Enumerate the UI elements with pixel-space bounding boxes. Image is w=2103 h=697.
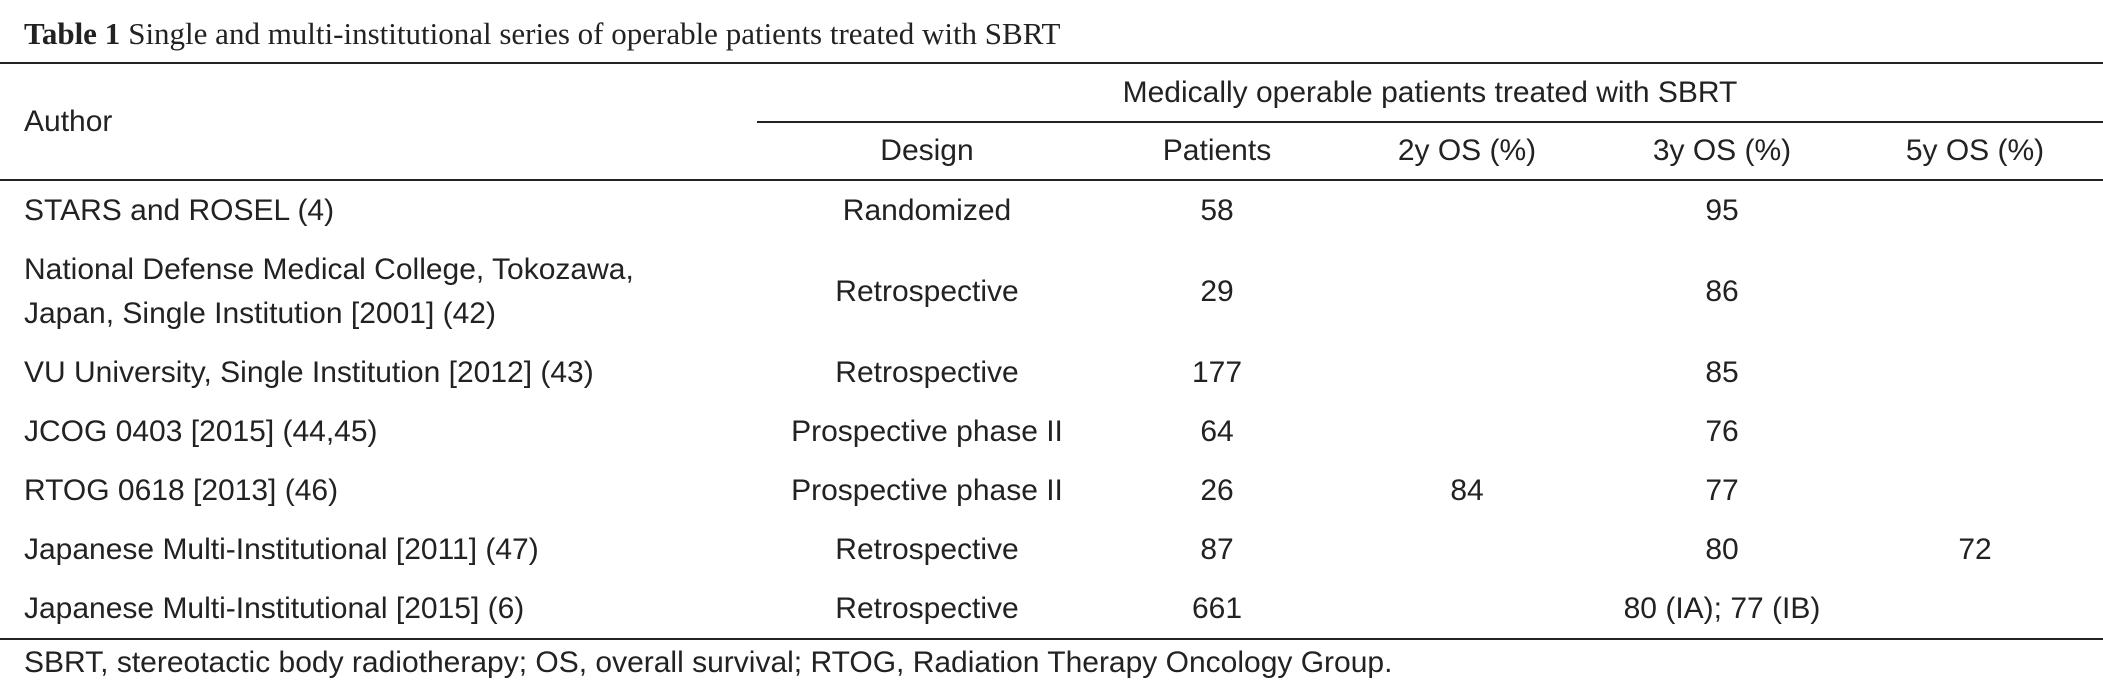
header-os3: 3y OS (%) <box>1652 134 1792 167</box>
cell-patients: 87 <box>1200 532 1234 566</box>
cell-os3: 80 (IA); 77 (IB) <box>1623 591 1821 625</box>
table-caption-label: Table 1 <box>24 16 121 51</box>
cell-author: National Defense Medical College, Tokoza… <box>0 240 757 343</box>
cell-os2 <box>1337 579 1597 639</box>
cell-os3: 76 <box>1705 414 1739 448</box>
cell-os3: 77 <box>1705 473 1739 507</box>
cell-author-line2: Japan, Single Institution [2001] (42) <box>24 296 496 330</box>
cell-patients: 661 <box>1191 591 1243 625</box>
cell-os5 <box>1847 240 2103 343</box>
cell-author: JCOG 0403 [2015] (44,45) <box>24 414 378 448</box>
cell-author: VU University, Single Institution [2012]… <box>24 355 594 389</box>
cell-design: Retrospective <box>835 591 1019 625</box>
cell-design: Prospective phase II <box>791 414 1063 448</box>
table-row: JCOG 0403 [2015] (44,45) Prospective pha… <box>0 402 2103 461</box>
cell-os5 <box>1847 180 2103 240</box>
cell-design: Retrospective <box>835 355 1019 389</box>
table-header: Author Medically operable patients treat… <box>0 63 2103 181</box>
cell-os2: 84 <box>1450 473 1484 507</box>
cell-design: Randomized <box>842 193 1012 227</box>
survival-table: Author Medically operable patients treat… <box>0 62 2103 640</box>
cell-patients: 29 <box>1200 274 1234 308</box>
cell-author: Japanese Multi-Institutional [2015] (6) <box>24 591 525 625</box>
cell-patients: 58 <box>1200 193 1234 227</box>
table-row: Japanese Multi-Institutional [2015] (6) … <box>0 579 2103 639</box>
header-os2: 2y OS (%) <box>1397 134 1537 167</box>
cell-os5 <box>1847 461 2103 520</box>
header-patients: Patients <box>1162 134 1272 167</box>
cell-os2 <box>1337 180 1597 240</box>
header-design: Design <box>880 134 974 167</box>
cell-patients: 177 <box>1191 355 1243 389</box>
cell-author: RTOG 0618 [2013] (46) <box>24 473 339 507</box>
cell-os5: 72 <box>1958 532 1992 566</box>
cell-os3: 95 <box>1705 193 1739 227</box>
cell-os3: 85 <box>1705 355 1739 389</box>
table-caption: Table 1 Single and multi-institutional se… <box>24 14 1060 54</box>
cell-os2 <box>1337 343 1597 402</box>
table-row: RTOG 0618 [2013] (46) Prospective phase … <box>0 461 2103 520</box>
cell-os3: 86 <box>1705 274 1739 308</box>
table-footnote: SBRT, stereotactic body radiotherapy; OS… <box>24 646 1393 679</box>
table-row: STARS and ROSEL (4) Randomized 58 95 <box>0 180 2103 240</box>
table-body: STARS and ROSEL (4) Randomized 58 95 Nat… <box>0 180 2103 639</box>
cell-design: Retrospective <box>835 274 1019 308</box>
cell-design: Prospective phase II <box>791 473 1063 507</box>
table-row: VU University, Single Institution [2012]… <box>0 343 2103 402</box>
cell-os5 <box>1847 579 2103 639</box>
table-caption-text: Single and multi-institutional series of… <box>128 16 1061 51</box>
cell-author: STARS and ROSEL (4) <box>24 193 335 227</box>
cell-patients: 64 <box>1200 414 1234 448</box>
cell-patients: 26 <box>1200 473 1234 507</box>
header-group: Medically operable patients treated with… <box>757 63 2103 123</box>
cell-author-line1: National Defense Medical College, Tokoza… <box>24 252 634 286</box>
cell-author: Japanese Multi-Institutional [2011] (47) <box>24 532 539 566</box>
header-os5: 5y OS (%) <box>1905 134 2045 167</box>
cell-os2 <box>1337 402 1597 461</box>
cell-design: Retrospective <box>835 532 1019 566</box>
table-row: National Defense Medical College, Tokoza… <box>0 240 2103 343</box>
cell-os3: 80 <box>1705 532 1739 566</box>
cell-os2 <box>1337 520 1597 579</box>
cell-os2 <box>1337 240 1597 343</box>
cell-os5 <box>1847 402 2103 461</box>
table-row: Japanese Multi-Institutional [2011] (47)… <box>0 520 2103 579</box>
header-author: Author <box>0 63 757 181</box>
cell-os5 <box>1847 343 2103 402</box>
